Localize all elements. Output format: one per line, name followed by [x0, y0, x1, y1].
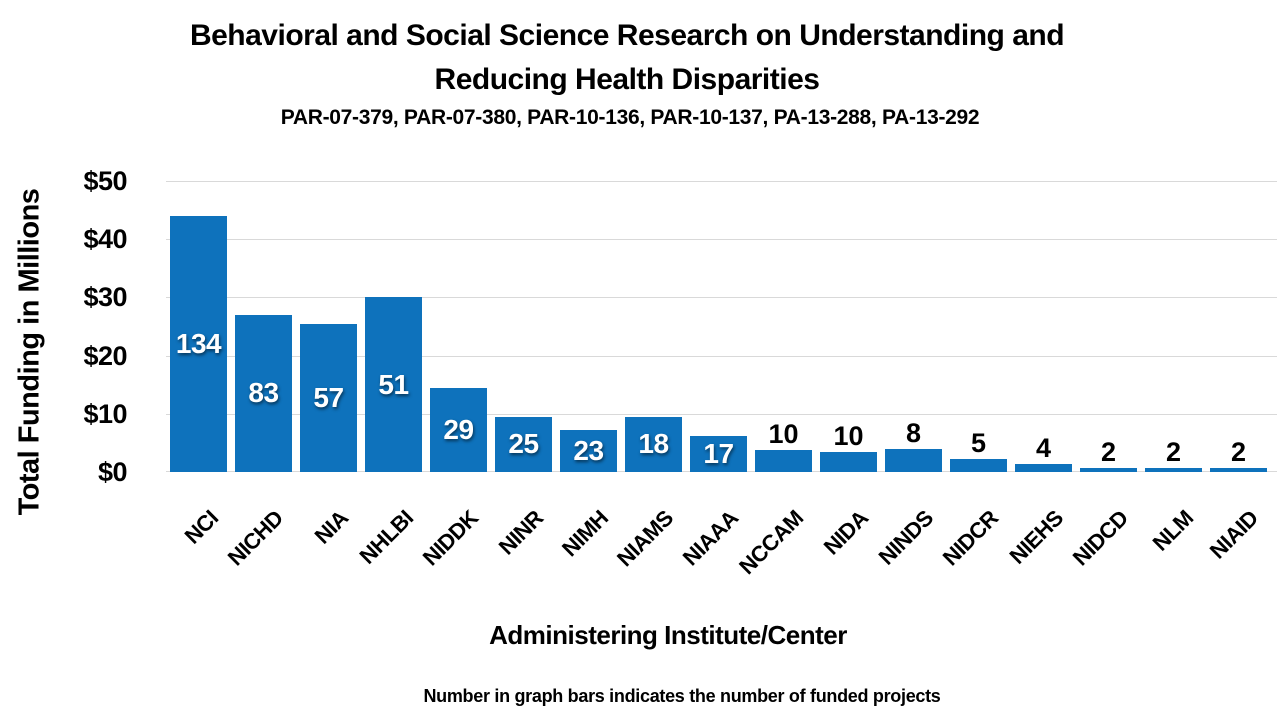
- xtick-label-niaid: NIAID: [1204, 505, 1263, 564]
- chart-title-line1: Behavioral and Social Science Research o…: [189, 19, 1065, 52]
- bar-nida: [820, 452, 877, 472]
- bar-ninds: [885, 448, 942, 472]
- ytick-label-50: $50: [83, 166, 127, 196]
- bar-count-label-nidcd: 2: [1100, 436, 1117, 467]
- bar-ninr: 25: [495, 416, 552, 472]
- xtick-label-nhlbi: NHLBI: [354, 505, 418, 569]
- x-axis-title: Administering Institute/Center: [489, 620, 847, 650]
- bar-nimh: 23: [560, 429, 617, 472]
- chart-title: Behavioral and Social Science Research o…: [0, 14, 1254, 102]
- xtick-label-nida: NIDA: [818, 505, 873, 560]
- bar-nccam: [755, 449, 812, 472]
- ytick-label-20: $20: [83, 340, 127, 371]
- bar-count-label-ninds: 8: [905, 417, 922, 448]
- bar-nci: 134: [170, 215, 227, 472]
- bar-nidcr: [950, 459, 1007, 472]
- xtick-label-ninr: NINR: [493, 505, 548, 560]
- xtick-label-niams: NIAMS: [611, 505, 678, 572]
- bar-count-label-nichd: 83: [248, 377, 279, 409]
- bar-count-label-nlm: 2: [1165, 436, 1182, 467]
- bar-count-label-nci: 134: [175, 327, 222, 359]
- bar-nidcd: [1080, 467, 1137, 472]
- bar-niddk: 29: [430, 387, 487, 472]
- bar-count-label-niams: 18: [638, 428, 669, 460]
- xtick-label-nichd: NICHD: [222, 505, 288, 571]
- footnote: Number in graph bars indicates the numbe…: [423, 686, 941, 706]
- ytick-label-30: $30: [83, 282, 127, 313]
- bar-niaaa: 17: [690, 435, 747, 472]
- bar-count-label-niaaa: 17: [703, 437, 734, 469]
- gridline-50: [166, 181, 1277, 182]
- ytick-label-40: $40: [83, 224, 127, 255]
- bar-count-label-ninr: 25: [508, 428, 539, 460]
- xtick-label-nia: NIA: [309, 505, 353, 549]
- gridline-30: [166, 297, 1277, 299]
- gridline-20: [166, 355, 1277, 357]
- bar-count-label-nimh: 23: [573, 434, 604, 466]
- plot-area: 134 83 57 51 29 25 23 18 17 10 10 8 5 4 2 2 2: [166, 181, 1277, 472]
- xtick-label-ninds: NINDS: [873, 505, 938, 570]
- xtick-label-nidcr: NIDCR: [937, 505, 1003, 571]
- chart-title-line2: Reducing Health Disparities: [434, 63, 820, 96]
- bar-count-label-nidcr: 5: [970, 428, 987, 459]
- bar-niehs: [1015, 463, 1072, 472]
- xtick-label-nidcd: NIDCD: [1067, 505, 1133, 571]
- bar-nhlbi: 51: [365, 297, 422, 472]
- xtick-label-nimh: NIMH: [556, 505, 613, 562]
- bar-count-label-niaid: 2: [1230, 436, 1247, 467]
- xtick-label-niddk: NIDDK: [417, 505, 483, 571]
- chart-subtitle: PAR-07-379, PAR-07-380, PAR-10-136, PAR-…: [280, 106, 980, 129]
- xtick-label-niehs: NIEHS: [1004, 505, 1068, 569]
- xtick-label-nlm: NLM: [1147, 505, 1198, 556]
- xtick-label-nccam: NCCAM: [733, 505, 808, 580]
- gridline-10: [166, 413, 1277, 415]
- bar-nichd: 83: [235, 314, 292, 472]
- ytick-label-0: $0: [97, 457, 128, 487]
- bar-count-label-nhlbi: 51: [378, 368, 409, 400]
- bar-count-label-nia: 57: [313, 381, 344, 413]
- bar-count-label-niehs: 4: [1035, 432, 1052, 463]
- ytick-label-10: $10: [83, 398, 127, 429]
- bar-nlm: [1145, 467, 1202, 472]
- bar-nia: 57: [300, 323, 357, 472]
- bar-count-label-nida: 10: [833, 421, 864, 452]
- bar-niams: 18: [625, 416, 682, 472]
- gridline-40: [166, 239, 1277, 241]
- bar-count-label-niddk: 29: [443, 413, 474, 445]
- xtick-label-nci: NCI: [179, 505, 223, 549]
- bar-count-label-nccam: 10: [768, 418, 799, 449]
- bar-niaid: [1210, 467, 1267, 472]
